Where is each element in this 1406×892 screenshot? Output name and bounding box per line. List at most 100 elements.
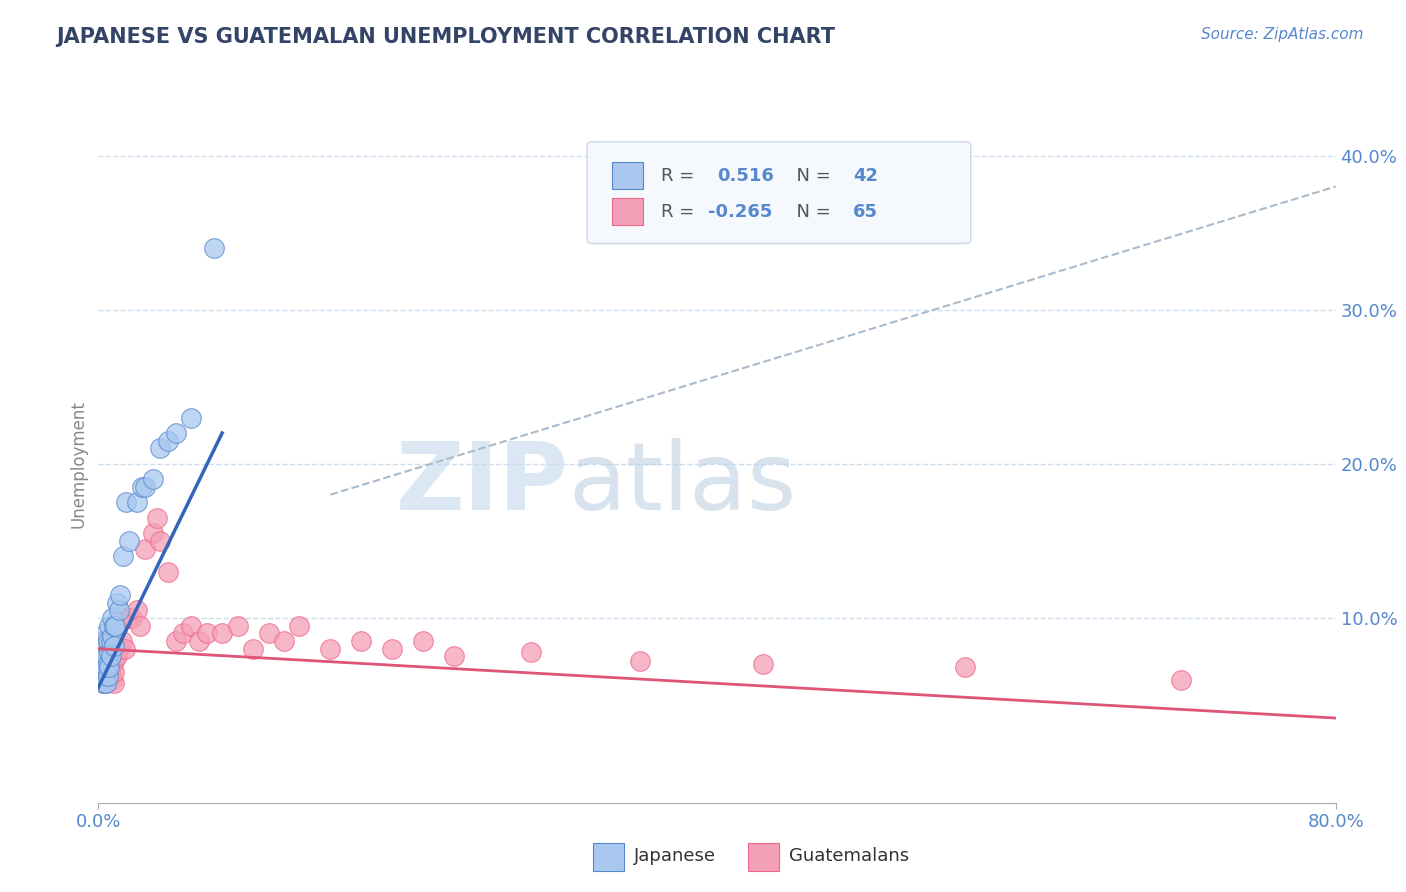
Point xyxy=(242,641,264,656)
Point xyxy=(91,675,114,690)
Y-axis label: Unemployment: Unemployment xyxy=(69,400,87,528)
Point xyxy=(319,641,342,656)
Point xyxy=(129,618,152,632)
Point xyxy=(288,618,311,632)
Point xyxy=(180,410,202,425)
Point xyxy=(100,649,122,664)
Text: N =: N = xyxy=(785,167,837,185)
Point xyxy=(91,675,114,690)
Point xyxy=(121,611,143,625)
Point xyxy=(100,660,122,674)
Point xyxy=(91,649,114,664)
Text: Guatemalans: Guatemalans xyxy=(789,847,908,864)
Point xyxy=(520,645,543,659)
Point xyxy=(141,526,165,541)
Point xyxy=(103,675,125,690)
Bar xyxy=(593,844,624,871)
Point xyxy=(127,603,149,617)
Point xyxy=(443,649,465,664)
Text: JAPANESE VS GUATEMALAN UNEMPLOYMENT CORRELATION CHART: JAPANESE VS GUATEMALAN UNEMPLOYMENT CORR… xyxy=(56,27,835,46)
Point xyxy=(180,618,202,632)
Point xyxy=(165,425,187,440)
Text: atlas: atlas xyxy=(568,438,797,530)
Point xyxy=(98,645,121,659)
Point xyxy=(98,660,121,674)
Point xyxy=(273,634,295,648)
Point xyxy=(104,618,127,632)
Point xyxy=(97,634,120,648)
Point xyxy=(89,673,111,687)
Point xyxy=(226,618,249,632)
Text: 0.516: 0.516 xyxy=(717,167,773,185)
Point xyxy=(114,641,136,656)
Point xyxy=(103,665,125,679)
Point xyxy=(107,641,129,656)
Point xyxy=(101,611,124,625)
Text: -0.265: -0.265 xyxy=(709,202,773,220)
Text: ZIP: ZIP xyxy=(395,438,568,530)
Point xyxy=(112,549,135,564)
Point xyxy=(90,669,112,683)
Point xyxy=(350,634,373,648)
Text: R =: R = xyxy=(661,202,700,220)
Point xyxy=(172,626,194,640)
Point xyxy=(96,626,118,640)
Point xyxy=(118,611,141,625)
Point xyxy=(93,634,115,648)
Point xyxy=(93,641,115,656)
Point xyxy=(96,675,118,690)
Point xyxy=(96,649,118,664)
Point xyxy=(97,673,120,687)
Point xyxy=(96,675,118,690)
Point xyxy=(188,634,211,648)
Bar xyxy=(748,844,779,871)
Point xyxy=(149,533,172,548)
Point xyxy=(100,649,122,664)
Point xyxy=(100,634,122,648)
Point xyxy=(111,611,132,625)
Point xyxy=(89,660,111,674)
Point xyxy=(97,669,120,683)
Point xyxy=(101,673,124,687)
Point xyxy=(103,654,125,668)
Point xyxy=(118,533,141,548)
Point xyxy=(93,669,115,683)
Text: R =: R = xyxy=(661,167,706,185)
Text: N =: N = xyxy=(785,202,837,220)
Point xyxy=(381,641,404,656)
Point xyxy=(93,657,115,672)
Point xyxy=(98,657,121,672)
Point xyxy=(105,649,128,664)
Point xyxy=(93,654,115,668)
Point xyxy=(165,634,187,648)
Point xyxy=(90,641,112,656)
Point xyxy=(257,626,280,640)
Bar xyxy=(612,198,643,225)
Point xyxy=(149,442,172,456)
Point xyxy=(127,495,149,509)
Point xyxy=(157,565,180,579)
Point xyxy=(211,626,233,640)
Point xyxy=(111,634,132,648)
Point xyxy=(628,654,651,668)
Point xyxy=(107,603,129,617)
Point xyxy=(91,660,114,674)
Point xyxy=(96,645,118,659)
Text: Japanese: Japanese xyxy=(634,847,716,864)
Point xyxy=(91,634,114,648)
Point xyxy=(100,669,122,683)
Point xyxy=(204,241,226,255)
Point xyxy=(105,595,128,609)
Point xyxy=(157,434,180,448)
Point xyxy=(146,510,169,524)
Text: 42: 42 xyxy=(853,167,879,185)
Point xyxy=(97,649,120,664)
Point xyxy=(103,639,125,653)
Point xyxy=(97,639,120,653)
Point xyxy=(103,618,125,632)
Point xyxy=(108,588,131,602)
Point xyxy=(93,641,115,656)
Point xyxy=(115,495,138,509)
Point xyxy=(134,480,156,494)
Point xyxy=(1170,673,1192,687)
